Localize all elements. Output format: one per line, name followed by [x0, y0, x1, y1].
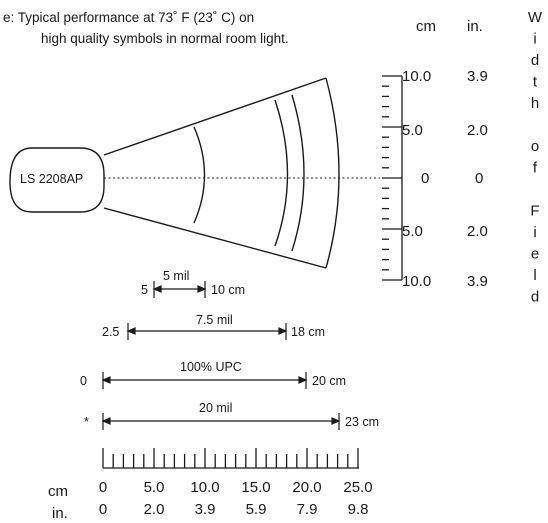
width-in-lower-mid: 2.0 [467, 223, 488, 240]
width-cm-lower-mid: 5.0 [402, 223, 423, 240]
depth-cm-0: 0 [99, 479, 107, 496]
vertical-title-letter: f [533, 160, 538, 177]
range-arrows [101, 281, 341, 430]
depth-unit-cm: cm [48, 483, 68, 500]
cone-upper-edge [103, 77, 327, 156]
range-bars: 5 5 mil 10 cm 2.5 7.5 mil 18 cm 0 100% U… [80, 269, 379, 429]
width-in-zero: 0 [475, 170, 483, 187]
depth-in-3p9: 3.9 [195, 501, 216, 518]
width-ruler [382, 75, 403, 281]
scanner-head [9, 147, 105, 213]
width-in-top: 3.9 [467, 68, 488, 85]
vertical-title-letter: i [533, 31, 536, 48]
vertical-title-letter: d [531, 289, 539, 306]
depth-in-9p8: 9.8 [348, 501, 369, 518]
zone-arc-4 [325, 77, 340, 269]
range-20mil-start: * [84, 415, 89, 429]
vertical-title-letter: t [533, 74, 538, 91]
depth-unit-in: in. [52, 505, 68, 522]
depth-cm-20: 20.0 [292, 479, 321, 496]
vertical-title-letter: i [533, 224, 536, 241]
range-20mil-right-arrow [331, 417, 341, 425]
vertical-title-letter: F [530, 203, 539, 220]
depth-cm-15: 15.0 [241, 479, 270, 496]
vertical-title-letter: d [531, 52, 539, 69]
cone-lower-edge [103, 207, 327, 269]
vertical-title-letter: W [528, 9, 543, 26]
range-upc-right-arrow [298, 376, 308, 384]
range-upc-symbol: 100% UPC [180, 360, 242, 374]
range-20mil-end: 23 cm [345, 415, 379, 429]
note-line-2: high quality symbols in normal room ligh… [41, 31, 289, 46]
range-20mil-left-arrow [101, 417, 111, 425]
depth-in-0: 0 [99, 501, 107, 518]
range-7p5mil-symbol: 7.5 mil [196, 313, 233, 327]
depth-in-2: 2.0 [144, 501, 165, 518]
range-upc-left-arrow [101, 376, 111, 384]
vertical-title-letter: e [531, 246, 539, 263]
vertical-title-letter: l [533, 267, 536, 284]
range-20mil-symbol: 20 mil [199, 401, 232, 415]
zone-arc-2 [274, 99, 289, 247]
width-cm-upper-mid: 5.0 [402, 122, 423, 139]
range-7p5mil-end: 18 cm [291, 325, 325, 339]
width-in-upper-mid: 2.0 [467, 122, 488, 139]
range-7p5mil-left-arrow [126, 327, 136, 335]
depth-cm-25: 25.0 [343, 479, 372, 496]
zone-arc-1 [193, 126, 206, 224]
zone-arc-3 [291, 94, 305, 252]
width-unit-cm: cm [416, 18, 436, 35]
scan-cone [103, 77, 340, 269]
vertical-title-letter: h [531, 95, 539, 112]
range-5mil-left-arrow [152, 285, 162, 293]
range-upc-start: 0 [80, 374, 87, 388]
width-cm-top: 10.0 [402, 68, 431, 85]
depth-ruler [102, 448, 359, 469]
width-cm-bottom: 10.0 [402, 273, 431, 290]
depth-cm-10: 10.0 [190, 479, 219, 496]
range-5mil-start: 5 [141, 283, 148, 297]
range-5mil-right-arrow [197, 285, 207, 293]
width-cm-zero: 0 [421, 170, 429, 187]
vertical-title-letter: o [531, 138, 539, 155]
width-in-bottom: 3.9 [467, 273, 488, 290]
range-7p5mil-right-arrow [278, 327, 288, 335]
depth-labels: 0 5.0 10.0 15.0 20.0 25.0 0 2.0 3.9 5.9 … [99, 479, 373, 518]
note-line-1: e: Typical performance at 73˚ F (23˚ C) … [3, 10, 254, 25]
width-unit-in: in. [467, 18, 483, 35]
range-5mil-symbol: 5 mil [163, 269, 189, 283]
range-5mil-end: 10 cm [211, 283, 245, 297]
range-upc-end: 20 cm [312, 374, 346, 388]
range-7p5mil-start: 2.5 [102, 325, 119, 339]
depth-in-5p9: 5.9 [246, 501, 267, 518]
depth-in-7p9: 7.9 [297, 501, 318, 518]
scanner-label: LS 2208AP [20, 172, 83, 186]
depth-cm-5: 5.0 [144, 479, 165, 496]
